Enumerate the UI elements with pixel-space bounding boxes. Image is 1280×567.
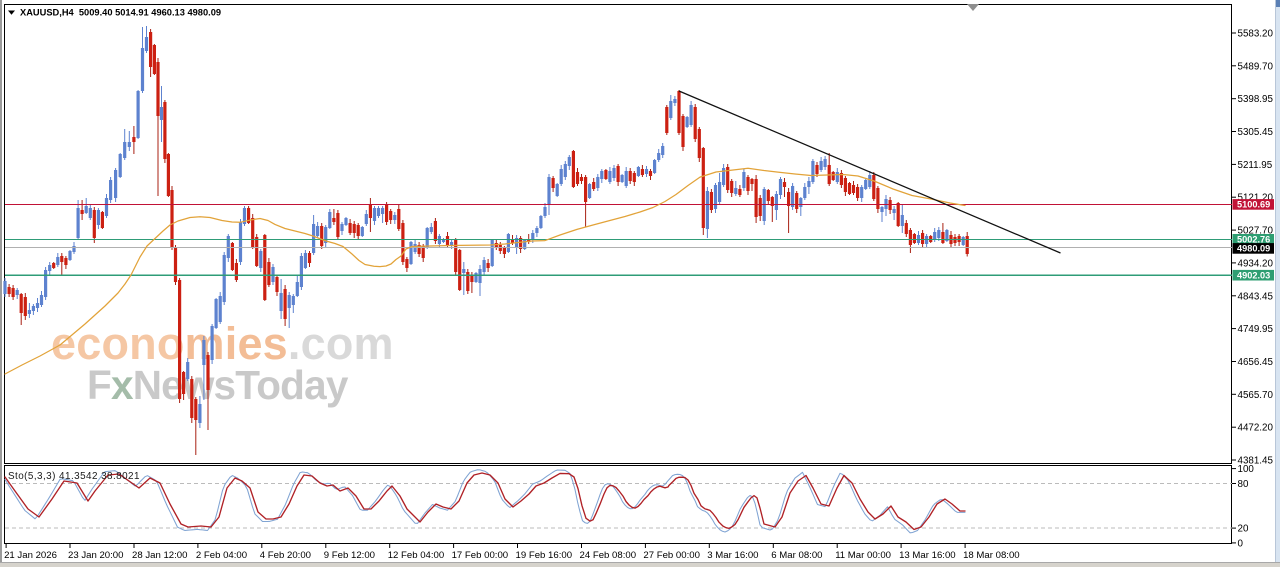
svg-text:4934.20: 4934.20 <box>1238 258 1274 269</box>
svg-text:4980.09: 4980.09 <box>1237 244 1270 254</box>
svg-text:6 Mar 08:00: 6 Mar 08:00 <box>771 550 822 561</box>
svg-text:4656.45: 4656.45 <box>1238 357 1274 368</box>
svg-text:5002.76: 5002.76 <box>1237 235 1270 245</box>
svg-text:4749.95: 4749.95 <box>1238 324 1274 335</box>
svg-text:5489.70: 5489.70 <box>1238 61 1274 72</box>
svg-text:2 Feb 04:00: 2 Feb 04:00 <box>196 550 247 561</box>
svg-text:5398.95: 5398.95 <box>1238 94 1274 105</box>
svg-text:23 Jan 20:00: 23 Jan 20:00 <box>68 550 123 561</box>
svg-text:4843.45: 4843.45 <box>1238 291 1274 302</box>
svg-text:3 Mar 16:00: 3 Mar 16:00 <box>707 550 758 561</box>
svg-text:27 Feb 00:00: 27 Feb 00:00 <box>643 550 700 561</box>
svg-text:80: 80 <box>1238 479 1249 490</box>
svg-text:4 Feb 20:00: 4 Feb 20:00 <box>260 550 311 561</box>
svg-text:Sto(5,3,3) 41.3542 38.8021: Sto(5,3,3) 41.3542 38.8021 <box>8 471 140 482</box>
svg-text:XAUUSD,H4 5009.40 5014.91 496: XAUUSD,H4 5009.40 5014.91 4960.13 4980.0… <box>20 8 221 18</box>
svg-text:19 Feb 16:00: 19 Feb 16:00 <box>516 550 573 561</box>
svg-text:9 Feb 12:00: 9 Feb 12:00 <box>324 550 375 561</box>
svg-text:11 Mar 00:00: 11 Mar 00:00 <box>835 550 891 561</box>
svg-text:24 Feb 08:00: 24 Feb 08:00 <box>580 550 637 561</box>
svg-text:5027.70: 5027.70 <box>1238 226 1274 237</box>
svg-text:5305.45: 5305.45 <box>1238 127 1274 138</box>
svg-text:5100.69: 5100.69 <box>1237 200 1270 210</box>
svg-text:0: 0 <box>1238 538 1244 549</box>
svg-text:28 Jan 12:00: 28 Jan 12:00 <box>132 550 187 561</box>
svg-text:13 Mar 16:00: 13 Mar 16:00 <box>899 550 956 561</box>
svg-text:4565.70: 4565.70 <box>1238 390 1274 401</box>
svg-text:5583.20: 5583.20 <box>1238 29 1274 40</box>
svg-text:100: 100 <box>1238 464 1255 475</box>
svg-text:17 Feb 00:00: 17 Feb 00:00 <box>452 550 509 561</box>
svg-text:5211.95: 5211.95 <box>1238 160 1273 171</box>
svg-text:economies.com: economies.com <box>51 318 394 369</box>
svg-text:4472.20: 4472.20 <box>1238 423 1274 434</box>
svg-text:20: 20 <box>1238 524 1249 535</box>
svg-text:21 Jan 2026: 21 Jan 2026 <box>4 550 57 561</box>
svg-text:5121.20: 5121.20 <box>1238 193 1274 204</box>
svg-text:4381.45: 4381.45 <box>1238 456 1274 467</box>
svg-text:4902.03: 4902.03 <box>1237 270 1270 280</box>
svg-text:18 Mar 08:00: 18 Mar 08:00 <box>963 550 1020 561</box>
svg-text:12 Feb 04:00: 12 Feb 04:00 <box>388 550 445 561</box>
svg-text:FxNewsToday: FxNewsToday <box>87 362 349 408</box>
